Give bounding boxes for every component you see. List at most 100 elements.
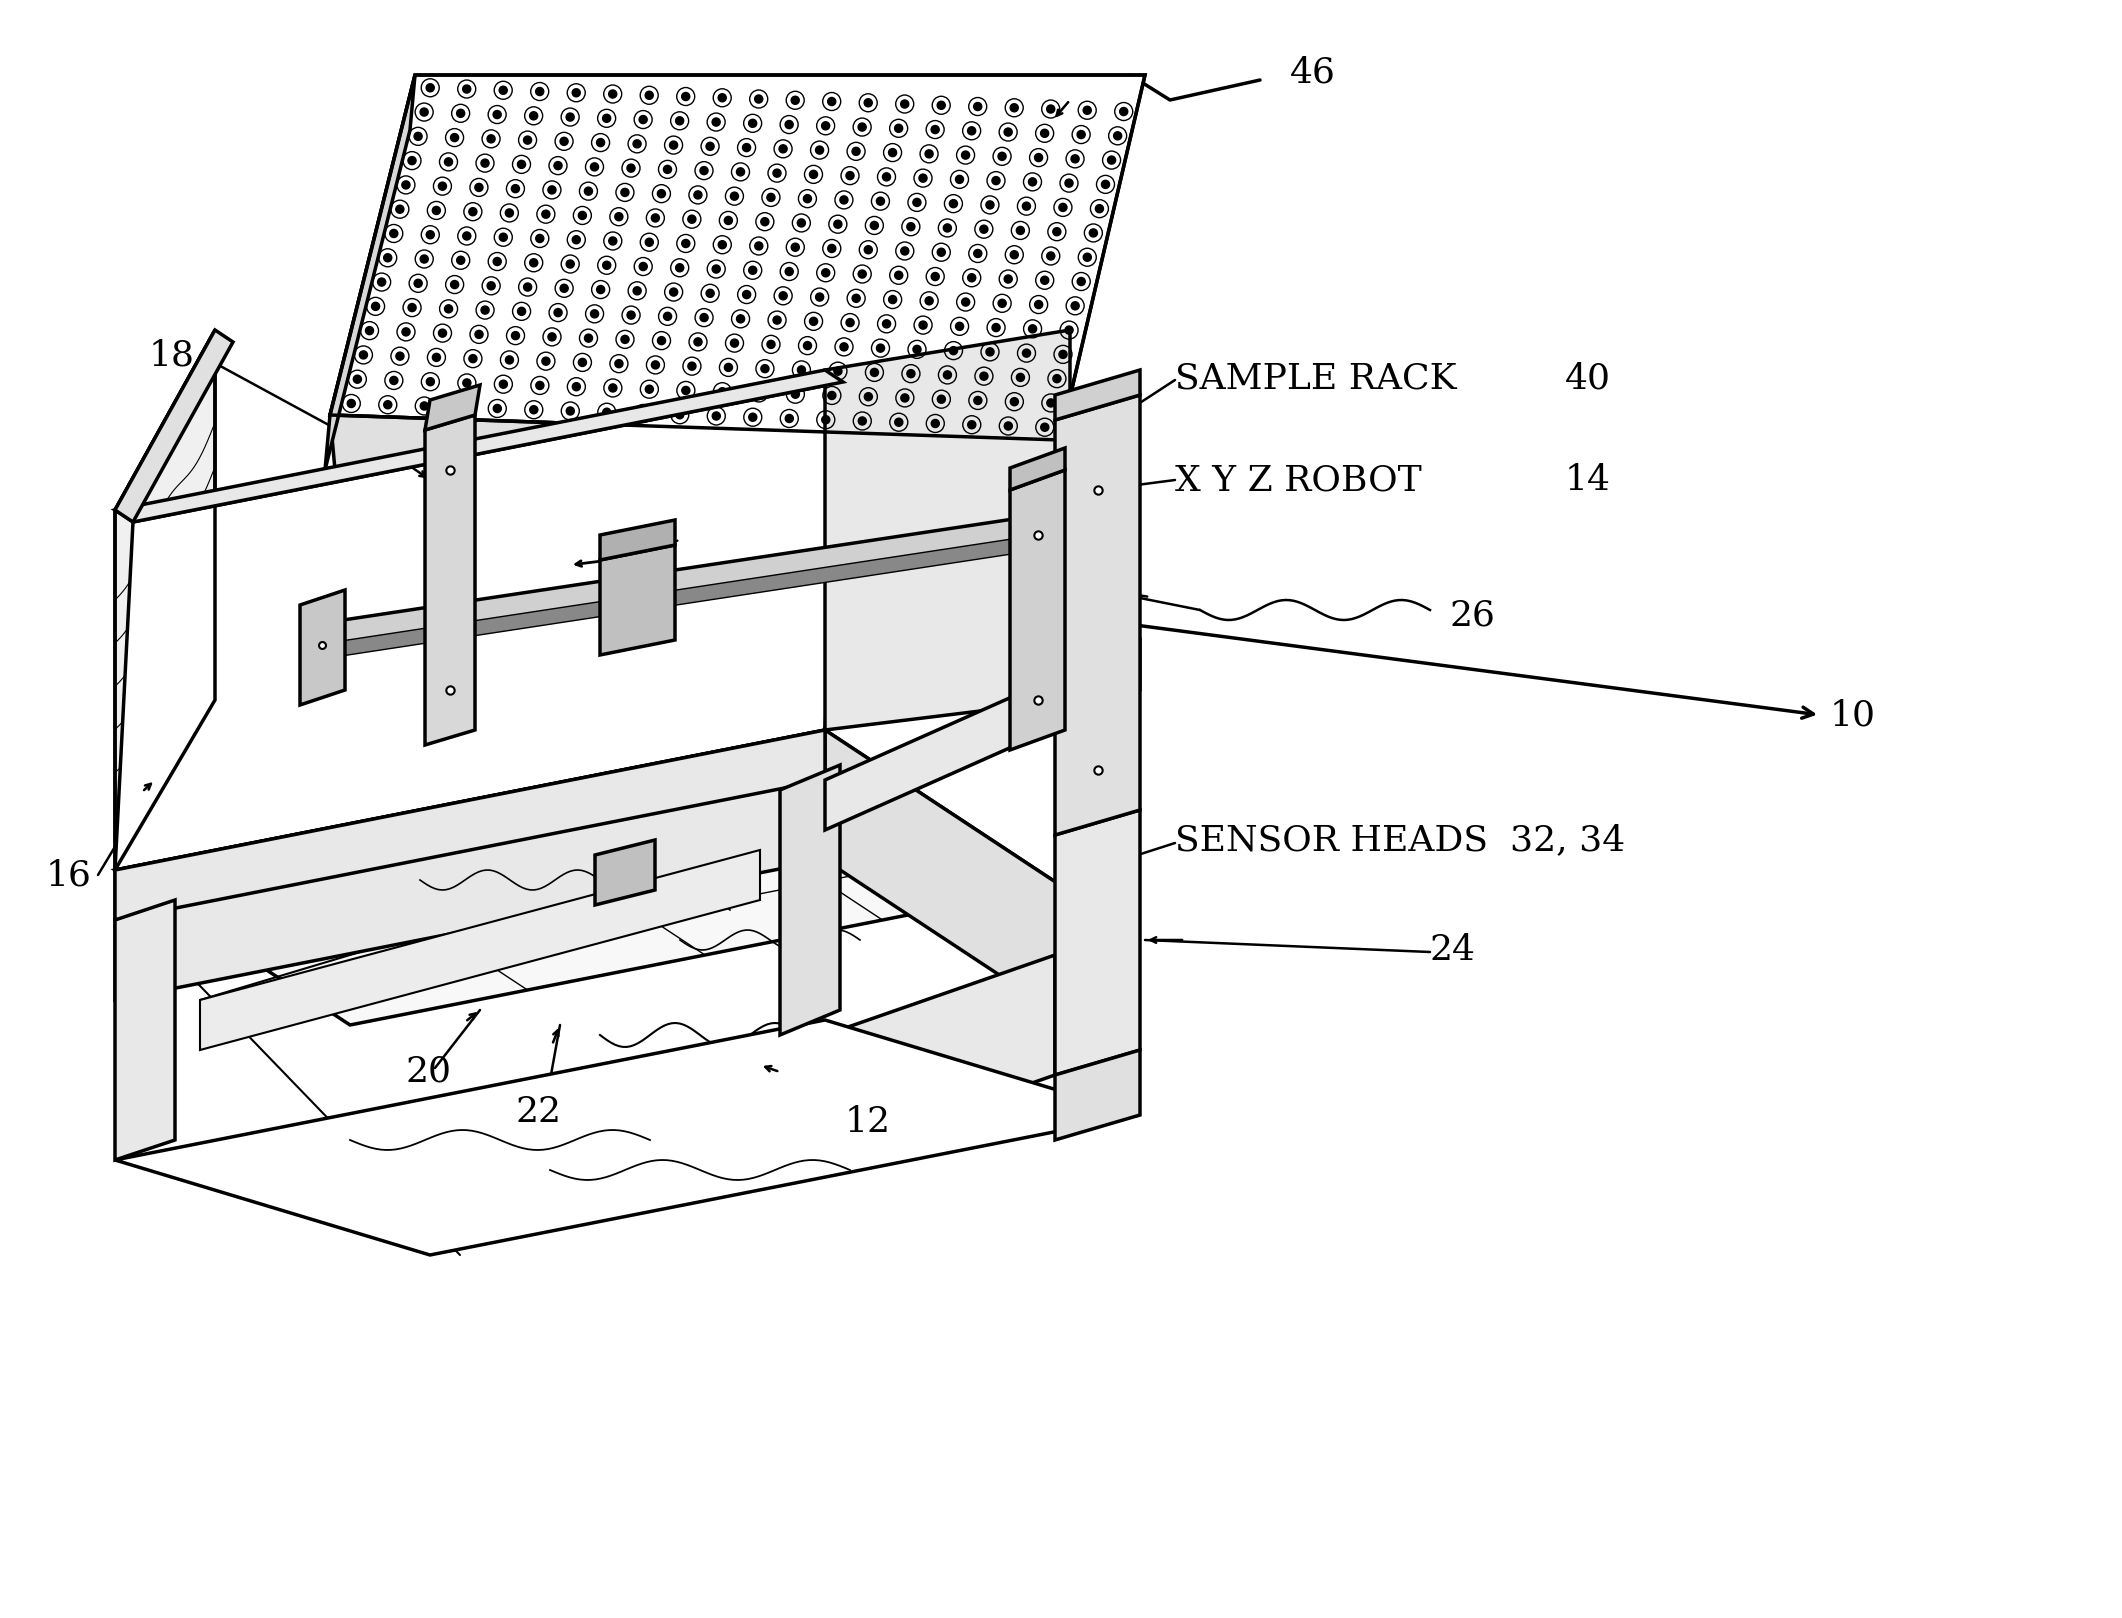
- Polygon shape: [115, 730, 825, 1000]
- Circle shape: [443, 304, 452, 312]
- Text: X Y Z ROBOT: X Y Z ROBOT: [1176, 463, 1422, 497]
- Circle shape: [554, 162, 562, 170]
- Circle shape: [743, 144, 751, 152]
- Circle shape: [469, 354, 477, 362]
- Circle shape: [596, 285, 605, 293]
- Circle shape: [755, 95, 762, 104]
- Polygon shape: [115, 900, 174, 1160]
- Circle shape: [700, 314, 709, 322]
- Circle shape: [427, 231, 435, 239]
- Text: 14: 14: [1566, 463, 1611, 497]
- Circle shape: [567, 260, 575, 269]
- Circle shape: [1036, 301, 1042, 309]
- Circle shape: [821, 121, 830, 129]
- Polygon shape: [115, 330, 233, 523]
- Circle shape: [804, 194, 811, 202]
- Circle shape: [492, 404, 501, 413]
- Circle shape: [876, 197, 885, 205]
- Circle shape: [1053, 228, 1061, 236]
- Circle shape: [675, 116, 683, 125]
- Circle shape: [645, 385, 654, 393]
- Polygon shape: [1010, 469, 1065, 751]
- Circle shape: [535, 235, 543, 243]
- Circle shape: [840, 343, 849, 351]
- Polygon shape: [601, 519, 675, 560]
- Circle shape: [463, 379, 471, 387]
- Circle shape: [420, 108, 429, 116]
- Circle shape: [919, 320, 927, 328]
- Circle shape: [717, 94, 726, 102]
- Circle shape: [439, 328, 446, 337]
- Circle shape: [766, 340, 775, 348]
- Circle shape: [384, 254, 393, 262]
- Circle shape: [651, 214, 660, 222]
- Circle shape: [584, 188, 592, 196]
- Circle shape: [968, 421, 976, 429]
- Circle shape: [700, 167, 709, 175]
- Circle shape: [1040, 424, 1048, 432]
- Circle shape: [912, 345, 921, 353]
- Circle shape: [482, 159, 488, 167]
- Circle shape: [547, 333, 556, 341]
- Circle shape: [1029, 325, 1038, 333]
- Circle shape: [1108, 155, 1116, 163]
- Circle shape: [664, 165, 671, 173]
- Polygon shape: [115, 382, 842, 870]
- Circle shape: [944, 223, 951, 231]
- Circle shape: [1040, 277, 1048, 285]
- Circle shape: [365, 327, 373, 335]
- Circle shape: [743, 291, 751, 299]
- Circle shape: [864, 99, 872, 107]
- Circle shape: [450, 280, 458, 288]
- Circle shape: [724, 364, 732, 372]
- Circle shape: [414, 133, 422, 141]
- Circle shape: [560, 285, 569, 293]
- Circle shape: [1010, 104, 1019, 112]
- Polygon shape: [825, 330, 1069, 730]
- Circle shape: [1023, 202, 1031, 210]
- Circle shape: [736, 316, 745, 324]
- Circle shape: [974, 102, 982, 110]
- Circle shape: [359, 351, 367, 359]
- Circle shape: [378, 278, 386, 286]
- Circle shape: [713, 413, 719, 421]
- Circle shape: [785, 267, 794, 275]
- Circle shape: [1040, 129, 1048, 138]
- Circle shape: [554, 309, 562, 317]
- Circle shape: [980, 372, 989, 380]
- Circle shape: [847, 319, 855, 327]
- Circle shape: [997, 152, 1006, 160]
- Circle shape: [895, 417, 902, 426]
- Circle shape: [1072, 155, 1080, 163]
- Polygon shape: [115, 730, 1061, 1024]
- Polygon shape: [601, 545, 675, 655]
- Text: 12: 12: [845, 1105, 891, 1139]
- Circle shape: [675, 411, 683, 419]
- Circle shape: [596, 139, 605, 147]
- Circle shape: [463, 231, 471, 239]
- Circle shape: [755, 243, 762, 251]
- Circle shape: [1078, 131, 1084, 139]
- Circle shape: [955, 322, 963, 330]
- Circle shape: [645, 91, 654, 99]
- Circle shape: [968, 273, 976, 282]
- Circle shape: [492, 110, 501, 118]
- Circle shape: [456, 110, 465, 118]
- Circle shape: [925, 150, 934, 159]
- Circle shape: [456, 403, 465, 411]
- Circle shape: [664, 312, 673, 320]
- Circle shape: [384, 401, 393, 409]
- Text: 20: 20: [405, 1055, 452, 1089]
- Circle shape: [749, 413, 758, 421]
- Circle shape: [1120, 107, 1127, 115]
- Polygon shape: [825, 641, 1140, 830]
- Circle shape: [681, 239, 690, 248]
- Polygon shape: [314, 536, 1038, 660]
- Text: SAMPLE RACK: SAMPLE RACK: [1176, 361, 1456, 395]
- Circle shape: [639, 262, 647, 270]
- Circle shape: [488, 282, 494, 290]
- Circle shape: [1029, 178, 1036, 186]
- Circle shape: [535, 87, 543, 95]
- Circle shape: [949, 199, 957, 207]
- Circle shape: [433, 207, 441, 215]
